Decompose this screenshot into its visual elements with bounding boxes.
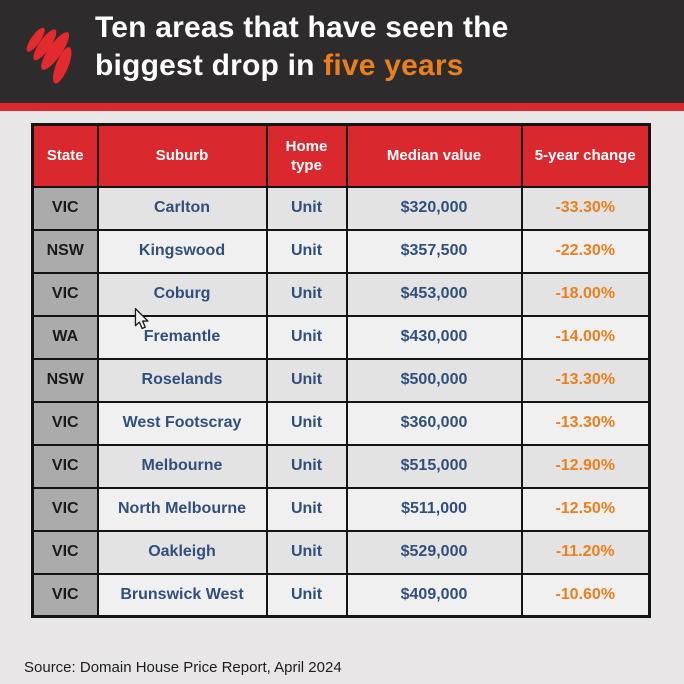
cell-median-value: $515,000 <box>345 443 523 489</box>
cell-suburb: Carlton <box>96 185 268 231</box>
cell-median-value: $511,000 <box>345 486 523 532</box>
header-cell-median-value: Median value <box>345 123 523 188</box>
table-row: NSW Kingswood Unit $357,500 -22.30% <box>31 228 651 274</box>
table-row: VIC North Melbourne Unit $511,000 -12.50… <box>31 486 651 532</box>
cell-5yr-change: -14.00% <box>520 314 651 360</box>
title-line1: Ten areas that have seen the <box>95 11 509 44</box>
sbs-logo-icon <box>22 8 80 101</box>
cell-state: NSW <box>31 228 99 274</box>
page-title: Ten areas that have seen the biggest dro… <box>95 9 509 85</box>
cell-suburb: Oakleigh <box>96 529 268 575</box>
cell-home-type: Unit <box>265 486 348 532</box>
cell-5yr-change: -13.30% <box>520 400 651 446</box>
cell-home-type: Unit <box>265 228 348 274</box>
title-highlight: five years <box>323 49 464 82</box>
cell-5yr-change: -10.60% <box>520 572 651 618</box>
table-body: VIC Carlton Unit $320,000 -33.30% NSW Ki… <box>31 185 651 618</box>
cell-state: VIC <box>31 271 99 317</box>
title-line2-prefix: biggest drop in <box>95 49 324 82</box>
cell-suburb: Kingswood <box>96 228 268 274</box>
cell-suburb: West Footscray <box>96 400 268 446</box>
cell-median-value: $500,000 <box>345 357 523 403</box>
table-row: WA Fremantle Unit $430,000 -14.00% <box>31 314 651 360</box>
cell-suburb: North Melbourne <box>96 486 268 532</box>
source-caption: Source: Domain House Price Report, April… <box>24 659 342 676</box>
header-cell-5yr-change: 5-year change <box>520 123 651 188</box>
table-header-row: State Suburb Home type Median value 5-ye… <box>31 123 651 188</box>
cell-suburb: Fremantle <box>96 314 268 360</box>
cell-state: VIC <box>31 529 99 575</box>
cell-home-type: Unit <box>265 357 348 403</box>
cell-state: WA <box>31 314 99 360</box>
cell-state: NSW <box>31 357 99 403</box>
cell-median-value: $529,000 <box>345 529 523 575</box>
cell-state: VIC <box>31 486 99 532</box>
cell-suburb: Brunswick West <box>96 572 268 618</box>
cell-home-type: Unit <box>265 271 348 317</box>
cell-home-type: Unit <box>265 572 348 618</box>
cell-median-value: $357,500 <box>345 228 523 274</box>
cell-median-value: $409,000 <box>345 572 523 618</box>
cell-home-type: Unit <box>265 400 348 446</box>
cell-5yr-change: -33.30% <box>520 185 651 231</box>
table-row: VIC Brunswick West Unit $409,000 -10.60% <box>31 572 651 618</box>
property-drop-table: State Suburb Home type Median value 5-ye… <box>31 123 651 618</box>
cell-state: VIC <box>31 185 99 231</box>
title-bar: Ten areas that have seen the biggest dro… <box>0 0 684 103</box>
table-row: VIC Coburg Unit $453,000 -18.00% <box>31 271 651 317</box>
cell-5yr-change: -12.90% <box>520 443 651 489</box>
table-row: VIC West Footscray Unit $360,000 -13.30% <box>31 400 651 446</box>
cell-median-value: $360,000 <box>345 400 523 446</box>
cell-state: VIC <box>31 400 99 446</box>
table-row: VIC Melbourne Unit $515,000 -12.90% <box>31 443 651 489</box>
cell-5yr-change: -11.20% <box>520 529 651 575</box>
cell-suburb: Melbourne <box>96 443 268 489</box>
table-row: VIC Oakleigh Unit $529,000 -11.20% <box>31 529 651 575</box>
cell-5yr-change: -22.30% <box>520 228 651 274</box>
cell-5yr-change: -18.00% <box>520 271 651 317</box>
cell-median-value: $430,000 <box>345 314 523 360</box>
header-cell-home-type: Home type <box>265 123 348 188</box>
header-cell-state: State <box>31 123 99 188</box>
mouse-cursor-icon <box>134 307 149 336</box>
cell-suburb: Roselands <box>96 357 268 403</box>
cell-suburb: Coburg <box>96 271 268 317</box>
cell-state: VIC <box>31 443 99 489</box>
header-cell-suburb: Suburb <box>96 123 268 188</box>
table-row: NSW Roselands Unit $500,000 -13.30% <box>31 357 651 403</box>
cell-home-type: Unit <box>265 314 348 360</box>
red-divider-strip <box>0 103 684 111</box>
cell-5yr-change: -12.50% <box>520 486 651 532</box>
cell-median-value: $320,000 <box>345 185 523 231</box>
cell-5yr-change: -13.30% <box>520 357 651 403</box>
cell-home-type: Unit <box>265 185 348 231</box>
cell-state: VIC <box>31 572 99 618</box>
cell-median-value: $453,000 <box>345 271 523 317</box>
table-row: VIC Carlton Unit $320,000 -33.30% <box>31 185 651 231</box>
cell-home-type: Unit <box>265 529 348 575</box>
cell-home-type: Unit <box>265 443 348 489</box>
